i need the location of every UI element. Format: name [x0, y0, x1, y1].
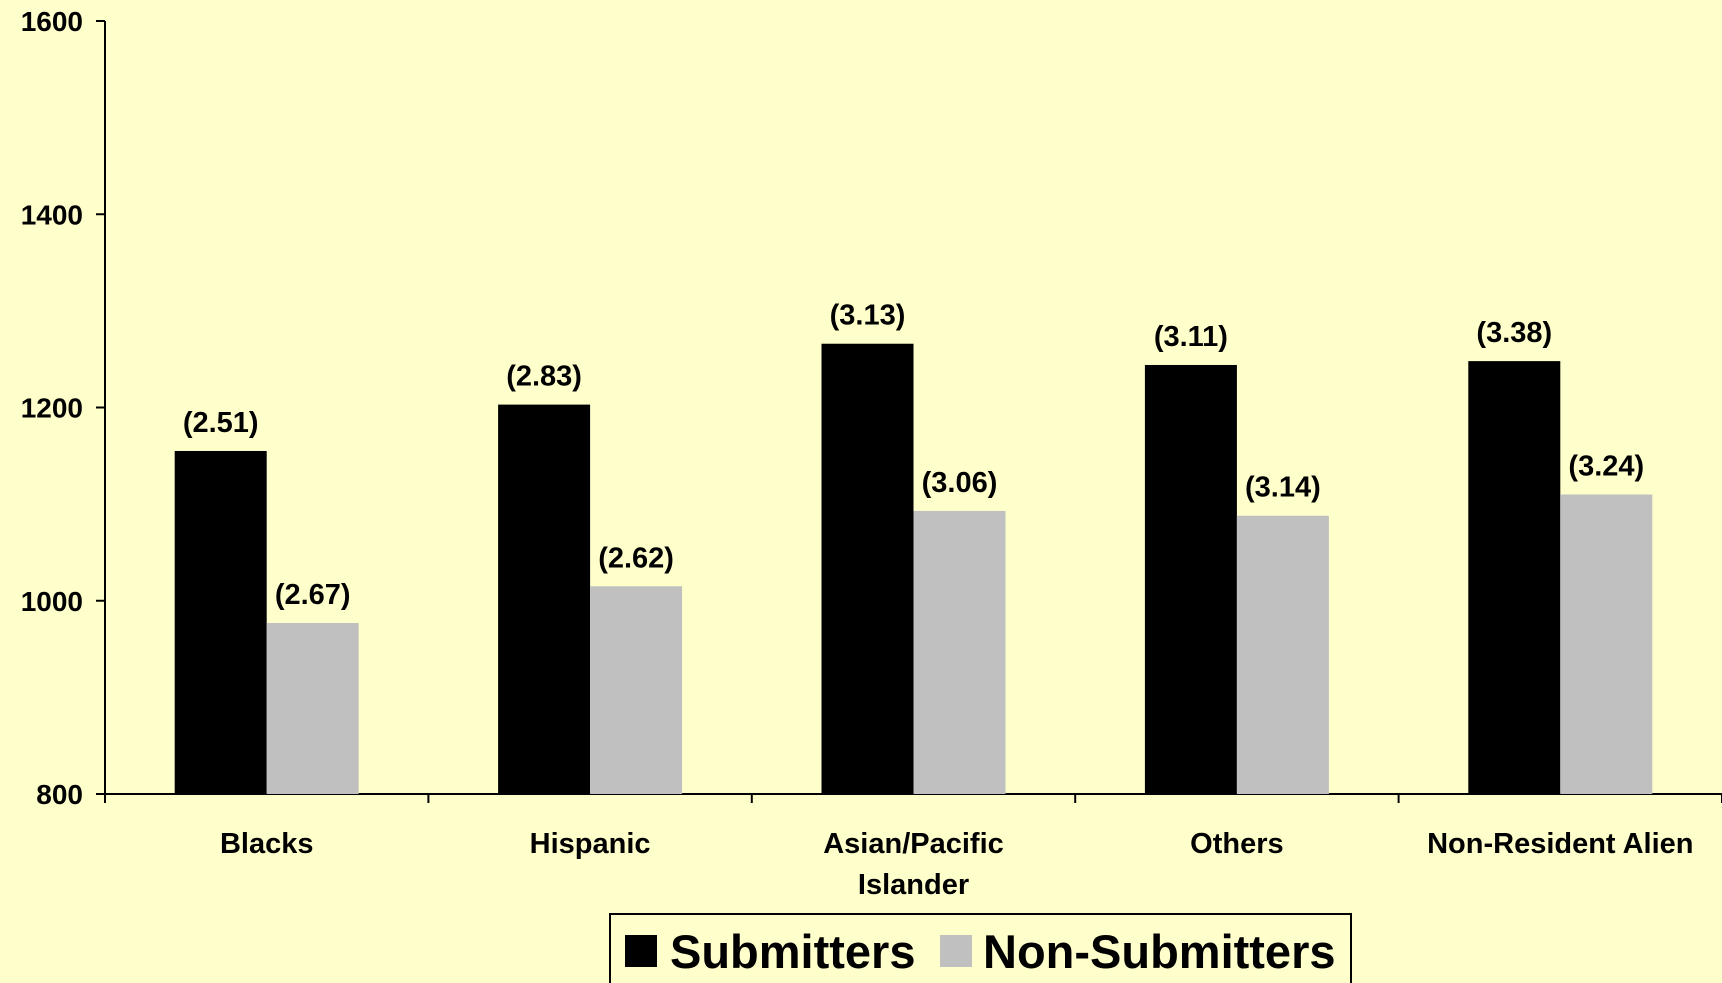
category-label: Asian/Pacific [823, 828, 1004, 860]
data-label: (3.38) [1476, 317, 1552, 349]
axes: 800 1000 1200 1400 1600 [21, 6, 1722, 810]
non-submitters-bar [1236, 515, 1329, 794]
category-label: Others [1190, 828, 1283, 860]
legend-label: Submitters [670, 925, 916, 978]
submitters-bar [174, 450, 267, 794]
non-submitters-bar [913, 510, 1006, 794]
category-label: Islander [858, 869, 969, 901]
y-tick-label: 1000 [21, 586, 83, 617]
data-label: (3.14) [1245, 472, 1321, 504]
non-submitters-bar [266, 622, 359, 794]
submitters-bar [1144, 364, 1237, 794]
legend-label: Non-Submitters [983, 925, 1336, 978]
category-label: Blacks [220, 828, 314, 860]
data-label: (2.62) [598, 542, 674, 574]
data-label: (2.67) [275, 579, 351, 611]
submitters-bar [1468, 361, 1561, 794]
legend-box [609, 913, 1352, 983]
labels: (2.51) (2.67) Blacks (2.83) (2.62) Hispanic (3… [183, 300, 1694, 901]
submitters-bar [821, 343, 914, 794]
data-label: (3.06) [922, 467, 998, 499]
data-label: (3.24) [1568, 450, 1644, 482]
non-submitters-bar [1560, 494, 1653, 794]
data-label: (3.11) [1154, 321, 1228, 353]
y-tick-label: 1400 [21, 199, 83, 230]
submitters-bar [498, 404, 591, 794]
data-label: (2.51) [183, 407, 259, 439]
category-label: Hispanic [530, 828, 651, 860]
y-tick-label: 800 [36, 779, 83, 810]
legend: Submitters Non-Submitters [609, 913, 1352, 983]
data-label: (2.83) [506, 361, 582, 393]
submitters-swatch [625, 935, 657, 967]
bars [174, 343, 1653, 794]
non-submitters-swatch [940, 935, 972, 967]
y-tick-label: 1200 [21, 393, 83, 424]
category-label: Non-Resident Alien [1427, 828, 1693, 860]
non-submitters-bar [590, 586, 683, 794]
data-label: (3.13) [830, 300, 906, 332]
y-tick-label: 1600 [21, 6, 83, 37]
